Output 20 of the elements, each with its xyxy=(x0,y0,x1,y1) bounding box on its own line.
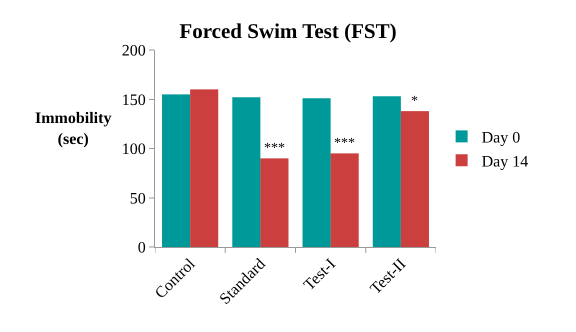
bar xyxy=(162,94,190,247)
annotation: * xyxy=(411,94,418,109)
y-tick-label: 100 xyxy=(122,141,146,158)
annotation: *** xyxy=(264,141,285,156)
bar xyxy=(232,97,260,247)
bar xyxy=(260,158,288,247)
y-axis-title: Immobility (sec) xyxy=(35,110,112,148)
y-tick-label: 200 xyxy=(122,42,146,60)
legend-label: Day 0 xyxy=(482,130,520,147)
bar xyxy=(400,111,429,247)
y-tick-label: 50 xyxy=(130,190,146,208)
bar xyxy=(190,89,218,247)
y-tick-label: 0 xyxy=(138,240,146,257)
annotation: *** xyxy=(334,136,355,151)
chart-title: Forced Swim Test (FST) xyxy=(179,18,397,43)
legend-label: Day 14 xyxy=(482,153,528,170)
y-tick-label: 150 xyxy=(122,92,146,109)
bar xyxy=(302,98,331,247)
bar xyxy=(372,96,401,247)
bar xyxy=(330,153,359,247)
